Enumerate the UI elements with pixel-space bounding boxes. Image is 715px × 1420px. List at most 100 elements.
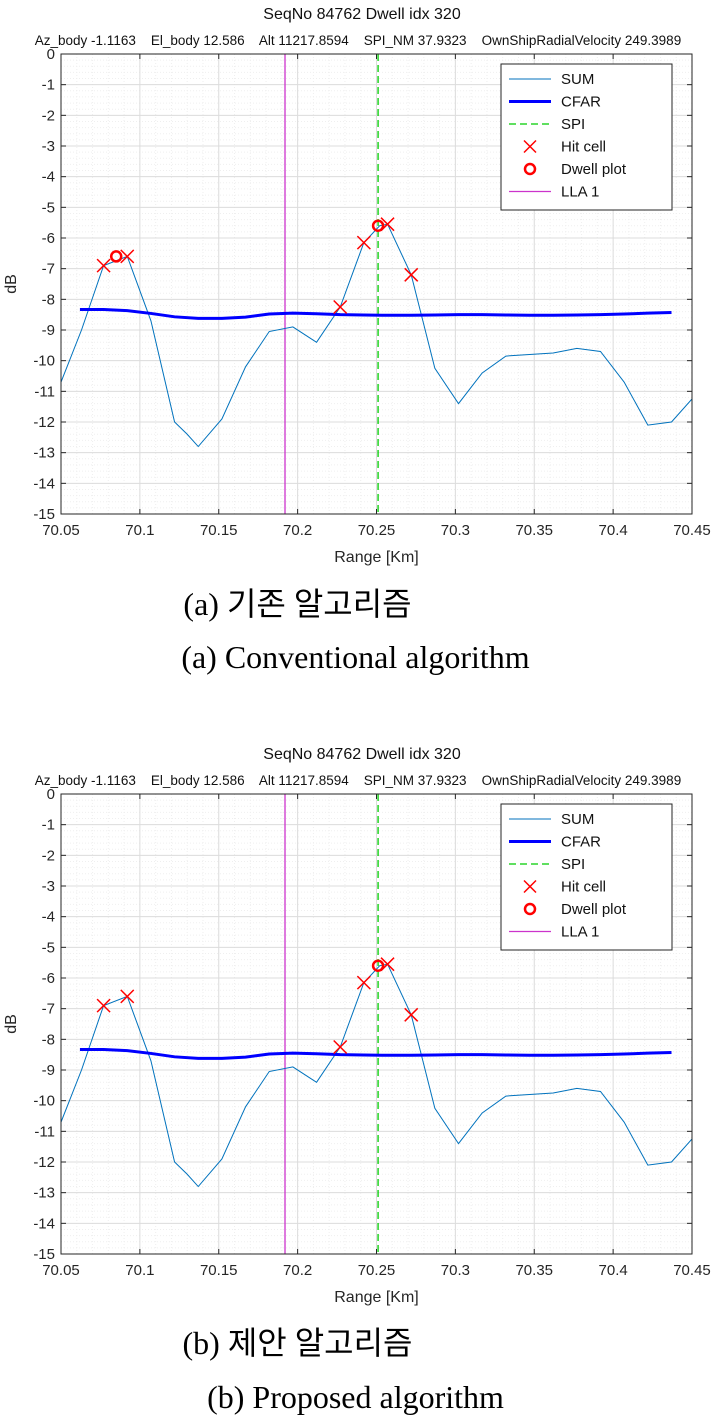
y-tick-label: -8 [42,1031,55,1048]
y-tick-label: -6 [42,230,55,247]
y-tick-label: -13 [33,445,55,462]
y-tick-label: -7 [42,1001,55,1018]
x-tick-label: 70.45 [673,1262,711,1279]
tick-labels: 70.05 70.1 70.15 70.2 70.25 70.3 70.35 70.4 70.4… [33,786,710,1279]
legend-dwell-swatch [523,902,537,916]
caption-b-english: (b) Proposed algorithm [207,1379,504,1415]
x-tick-label: 70.4 [599,1262,628,1279]
y-tick-label: -1 [42,77,55,94]
legend-entry: Hit cell [523,879,606,896]
cfar-series-line [79,1047,672,1060]
hit-cell-stroke [96,998,111,1013]
legend-entry: LLA 1 [509,924,599,941]
y-tick-label: -9 [42,322,55,339]
hit-cell-marker [96,258,111,273]
y-tick-label: -10 [33,1093,55,1110]
chart-b: 70.05 70.1 70.15 70.2 70.25 70.3 70.35 70.4 70.4… [3,746,711,1306]
legend-hit-swatch [523,139,537,154]
hit-cell-marker [333,1039,348,1055]
hit-cell-stroke [356,975,371,990]
legend-label: Hit cell [561,139,606,156]
x-tick-label: 70.05 [42,1262,80,1279]
y-tick-label: -13 [33,1185,55,1202]
hit-cell-marker [356,235,371,250]
chart-title: SeqNo 84762 Dwell idx 320 [263,746,461,763]
caption-a-english: (a) Conventional algorithm [181,639,530,675]
y-tick-label: -12 [33,1154,55,1171]
legend-hit-swatch [523,879,537,894]
chart-subtitle: Az_body -1.1163 El_body 12.586 Alt 11217… [35,33,681,48]
ticks [60,793,693,1255]
legend-entry: LLA 1 [509,184,599,201]
y-tick-label: -14 [33,475,55,492]
x-tick-label: 70.2 [283,522,312,539]
hit-cell-stroke [333,1039,348,1055]
figure-b: 70.05 70.1 70.15 70.2 70.25 70.3 70.35 70.4 70.4… [0,740,715,1310]
y-tick-label: -7 [42,261,55,278]
legend-label: SUM [561,71,594,88]
chart-title: SeqNo 84762 Dwell idx 320 [263,6,461,23]
sum-series-line [61,223,692,448]
hit-cell-stroke [356,235,371,250]
y-tick-label: -5 [42,939,55,956]
y-tick-label: 0 [47,786,55,803]
hit-cell-marker [333,299,348,315]
y-tick-label: -3 [42,138,55,155]
hit-cell-stroke [404,1007,419,1022]
y-tick-label: -15 [33,1246,55,1263]
hit-cell-stroke [120,989,135,1004]
y-tick-label: -2 [42,107,55,124]
y-tick-label: -15 [33,506,55,523]
hit-cell-stroke [333,299,348,315]
legend-entry: SPI [509,116,585,133]
cfar-series-line [79,307,672,320]
dwell-plot-marker [371,959,385,972]
hit-cell-stroke [404,267,419,282]
legend-label: SPI [561,856,585,873]
legend-entry: SPI [509,856,585,873]
y-tick-label: -4 [42,169,55,186]
x-tick-label: 70.4 [599,522,628,539]
legend-label: SPI [561,116,585,133]
x-tick-label: 70.3 [441,1262,470,1279]
x-tick-label: 70.15 [200,1262,238,1279]
figure-a: 70.05 70.1 70.15 70.2 70.25 70.3 70.35 70.4 70.4… [0,0,715,570]
y-tick-label: -11 [34,383,55,400]
y-tick-label: -6 [42,970,55,987]
legend-entry: Hit cell [523,139,606,156]
x-tick-label: 70.1 [125,1262,154,1279]
x-tick-label: 70.35 [515,1262,553,1279]
x-tick-label: 70.05 [42,522,80,539]
legend-label: Dwell plot [561,161,627,178]
hit-cell-marker [404,1007,419,1022]
plot-series [61,794,692,1254]
x-tick-label: 70.2 [283,1262,312,1279]
y-tick-label: -3 [42,878,55,895]
legend-label: Hit cell [561,879,606,896]
legend-label: CFAR [561,834,601,851]
legend-entry: CFAR [509,94,601,111]
sum-series-line [61,963,692,1188]
x-tick-label: 70.15 [200,522,238,539]
x-tick-label: 70.35 [515,522,553,539]
hit-cell-marker [404,267,419,282]
x-tick-label: 70.3 [441,522,470,539]
chart-a: 70.05 70.1 70.15 70.2 70.25 70.3 70.35 70.4 70.4… [3,6,711,566]
x-axis-label: Range [Km] [334,1289,418,1306]
hit-cell-marker [96,998,111,1013]
caption-b-korean: (b) 제안 알고리즘 [182,1325,413,1361]
legend-label: CFAR [561,94,601,111]
legend-label: LLA 1 [561,184,599,201]
legend: SUM CFAR SPI Hit cell Dwell plot LLA 1 [500,63,673,211]
chart-subtitle: Az_body -1.1163 El_body 12.586 Alt 11217… [35,773,681,788]
hit-cell-stroke [120,249,135,264]
legend-entry: CFAR [509,834,601,851]
legend-entry: Dwell plot [523,161,627,178]
y-tick-label: -11 [34,1123,55,1140]
plot-series [61,54,692,514]
legend-label: Dwell plot [561,901,627,918]
y-tick-label: -9 [42,1062,55,1079]
x-tick-label: 70.25 [358,1262,396,1279]
hit-cell-stroke [96,258,111,273]
y-tick-label: -12 [33,414,55,431]
